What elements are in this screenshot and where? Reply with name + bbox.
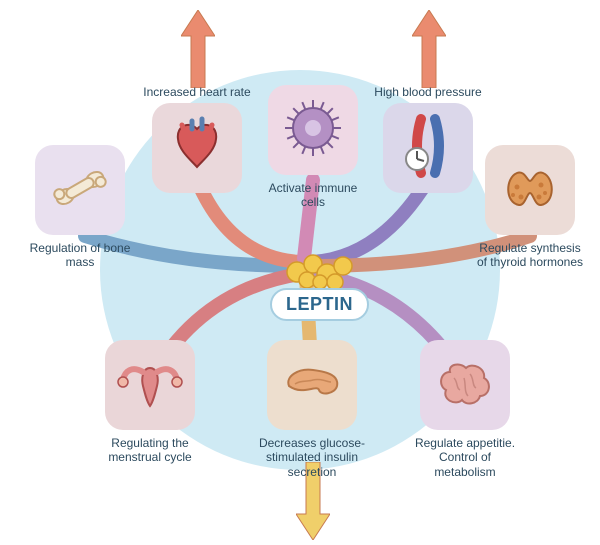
immune-label: Activate immune cells — [258, 181, 368, 210]
node-bone: Regulation of bone mass — [25, 145, 135, 270]
node-vessel: High blood pressure — [373, 85, 483, 199]
bone-icon — [45, 153, 115, 228]
node-heart: Increased heart rate — [142, 85, 252, 199]
uterus-icon — [115, 348, 185, 423]
node-uterus: Regulating the menstrual cycle — [95, 340, 205, 465]
immune-card — [268, 85, 358, 175]
heart-arrow-icon — [181, 10, 215, 93]
node-pancreas: Decreases glucose-stimulated insulin sec… — [257, 340, 367, 479]
heart-icon — [162, 111, 232, 186]
node-immune: Activate immune cells — [258, 85, 368, 210]
pancreas-card — [267, 340, 357, 430]
immune-icon — [278, 93, 348, 168]
brain-card — [420, 340, 510, 430]
thyroid-icon — [495, 153, 565, 228]
vessel-arrow-icon — [412, 10, 446, 93]
brain-icon — [430, 348, 500, 423]
heart-card — [152, 103, 242, 193]
brain-label: Regulate appetitie. Control of metabolis… — [410, 436, 520, 479]
heart-label: Increased heart rate — [142, 85, 252, 99]
center-label: LEPTIN — [270, 288, 369, 321]
pancreas-label: Decreases glucose-stimulated insulin sec… — [257, 436, 367, 479]
thyroid-label: Regulate synthesis of thyroid hormones — [475, 241, 585, 270]
vessel-card — [383, 103, 473, 193]
bone-card — [35, 145, 125, 235]
pancreas-icon — [277, 348, 347, 423]
thyroid-card — [485, 145, 575, 235]
uterus-label: Regulating the menstrual cycle — [95, 436, 205, 465]
node-thyroid: Regulate synthesis of thyroid hormones — [475, 145, 585, 270]
vessel-icon — [393, 111, 463, 186]
adipose-cluster-icon — [283, 252, 357, 292]
uterus-card — [105, 340, 195, 430]
center-hub: LEPTIN — [270, 252, 369, 321]
node-brain: Regulate appetitie. Control of metabolis… — [410, 340, 520, 479]
bone-label: Regulation of bone mass — [25, 241, 135, 270]
vessel-label: High blood pressure — [373, 85, 483, 99]
